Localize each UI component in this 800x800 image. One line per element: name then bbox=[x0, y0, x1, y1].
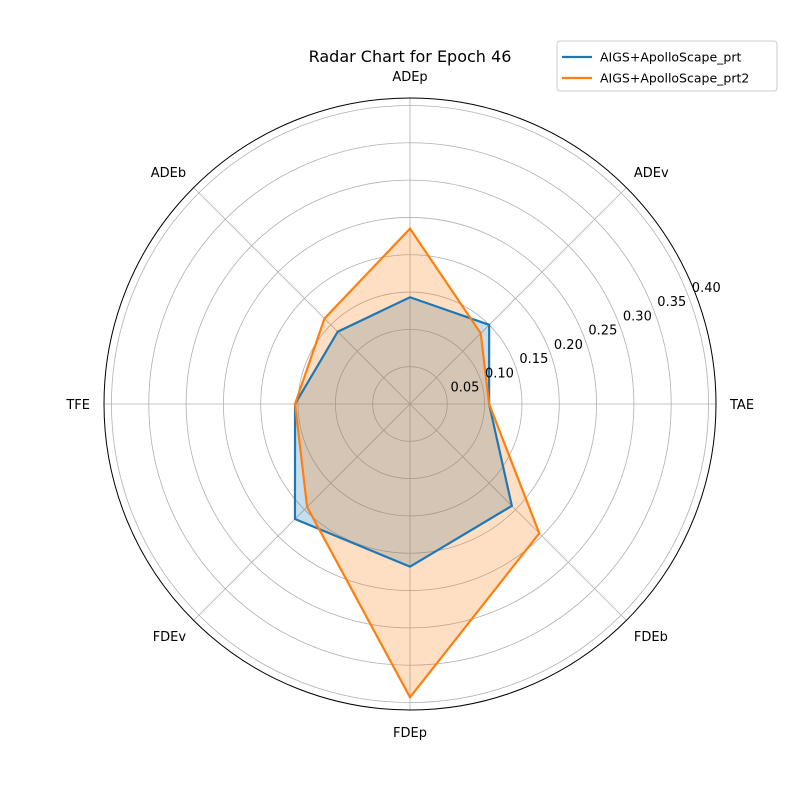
axis-label-FDEv: FDEv bbox=[153, 630, 187, 645]
axis-label-FDEb: FDEb bbox=[634, 630, 668, 645]
axis-label-ADEb: ADEb bbox=[151, 166, 186, 181]
radial-tick-label-0.35: 0.35 bbox=[657, 295, 686, 310]
axis-labels: ADEp ADEv TAE FDEb FDEp FDEv TFE ADEb bbox=[65, 70, 754, 741]
radial-tick-label-0.30: 0.30 bbox=[623, 309, 652, 324]
radial-tick-label-0.15: 0.15 bbox=[519, 352, 548, 367]
series-area-2 bbox=[295, 228, 540, 698]
axis-label-TAE: TAE bbox=[729, 398, 754, 413]
radial-tick-labels: 0.05 0.10 0.15 0.20 0.25 0.30 0.35 0.40 bbox=[451, 281, 721, 396]
legend-label-1: AIGS+ApolloScape_prt bbox=[600, 50, 741, 65]
radial-tick-label-0.05: 0.05 bbox=[451, 381, 480, 396]
radial-tick-label-0.25: 0.25 bbox=[588, 324, 617, 339]
spoke-ADEb bbox=[193, 187, 411, 405]
axis-label-TFE: TFE bbox=[65, 398, 90, 413]
spoke-ADEv bbox=[409, 187, 627, 405]
chart-title: Radar Chart for Epoch 46 bbox=[309, 47, 512, 66]
series-line-2 bbox=[293, 226, 541, 700]
legend: AIGS+ApolloScape_prt AIGS+ApolloScape_prt… bbox=[556, 40, 778, 92]
axis-label-ADEp: ADEp bbox=[392, 70, 427, 85]
radial-tick-label-0.20: 0.20 bbox=[554, 338, 583, 353]
radial-tick-label-0.40: 0.40 bbox=[692, 281, 721, 296]
axis-label-ADEv: ADEv bbox=[634, 166, 669, 181]
series-line-1 bbox=[293, 296, 514, 568]
radar-grid bbox=[103, 97, 717, 711]
polar-frame bbox=[103, 97, 717, 711]
legend-label-2: AIGS+ApolloScape_prt2 bbox=[600, 71, 749, 86]
radial-tick-label-0.10: 0.10 bbox=[485, 366, 514, 381]
axis-label-FDEp: FDEp bbox=[393, 726, 427, 741]
radar-series bbox=[293, 226, 541, 700]
spoke-FDEv bbox=[193, 403, 411, 621]
spoke-FDEb bbox=[409, 403, 627, 621]
legend-box bbox=[556, 40, 778, 92]
series-area-1 bbox=[294, 297, 512, 567]
